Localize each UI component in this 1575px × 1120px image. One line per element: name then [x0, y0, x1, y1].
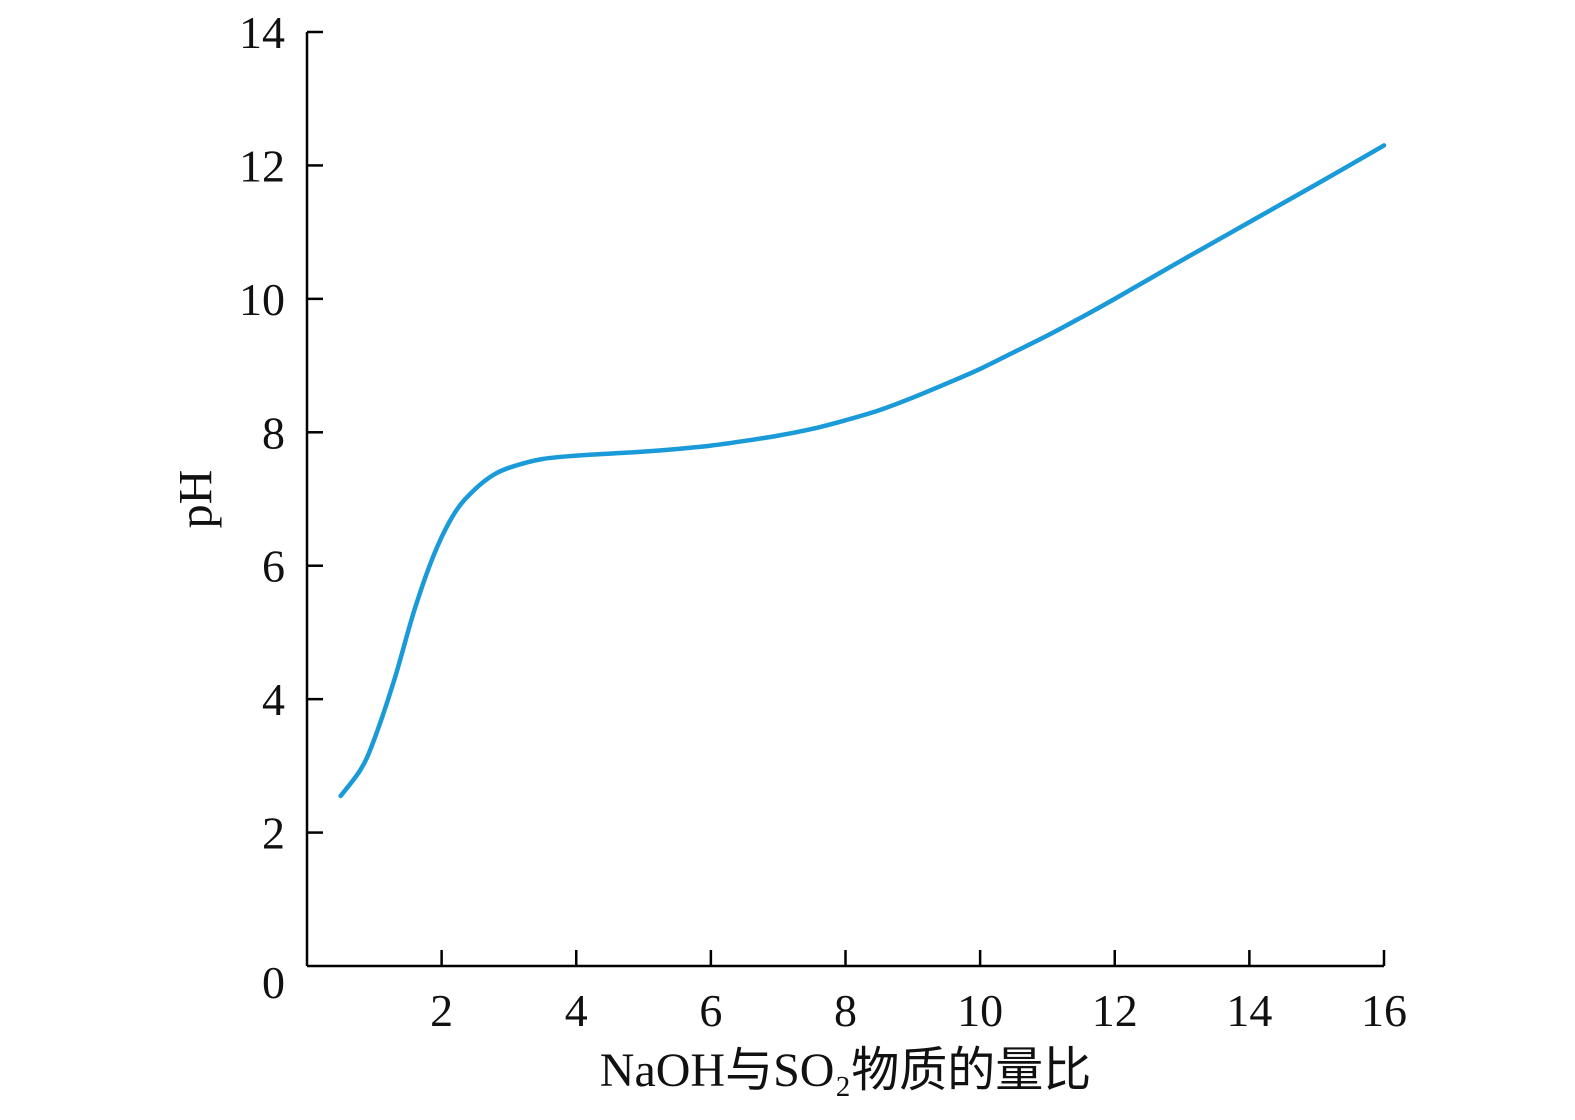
- origin-label: 0: [262, 957, 285, 1008]
- x-axis-title: NaOH与SO₂物质的量比: [600, 1044, 1091, 1097]
- series-line-0: [338, 143, 1387, 799]
- x-tick-label: 8: [834, 985, 857, 1036]
- y-tick-label: 12: [239, 140, 285, 191]
- y-tick-label: 10: [239, 274, 285, 325]
- x-tick-label: 14: [1226, 985, 1272, 1036]
- x-tick-label: 16: [1361, 985, 1407, 1036]
- axes: [305, 32, 1384, 968]
- y-tick-label: 14: [239, 7, 285, 58]
- y-axis-title: pH: [170, 470, 223, 529]
- x-tick-label: 4: [565, 985, 588, 1036]
- x-tick-label: 12: [1092, 985, 1138, 1036]
- y-tick-label: 2: [262, 808, 285, 859]
- y-tick-label: 8: [262, 407, 285, 458]
- series-layer: [338, 143, 1387, 799]
- y-tick-label: 6: [262, 541, 285, 592]
- y-tick-label: 4: [262, 674, 285, 725]
- x-tick-label: 6: [699, 985, 722, 1036]
- ticks: 2 4 6 8 10 12 14 2 4 6 8 10 12 14 16 0: [239, 7, 1407, 1036]
- x-tick-label: 10: [957, 985, 1003, 1036]
- axis-titles: NaOH与SO₂物质的量比 pH: [170, 470, 1092, 1097]
- x-tick-label: 2: [430, 985, 453, 1036]
